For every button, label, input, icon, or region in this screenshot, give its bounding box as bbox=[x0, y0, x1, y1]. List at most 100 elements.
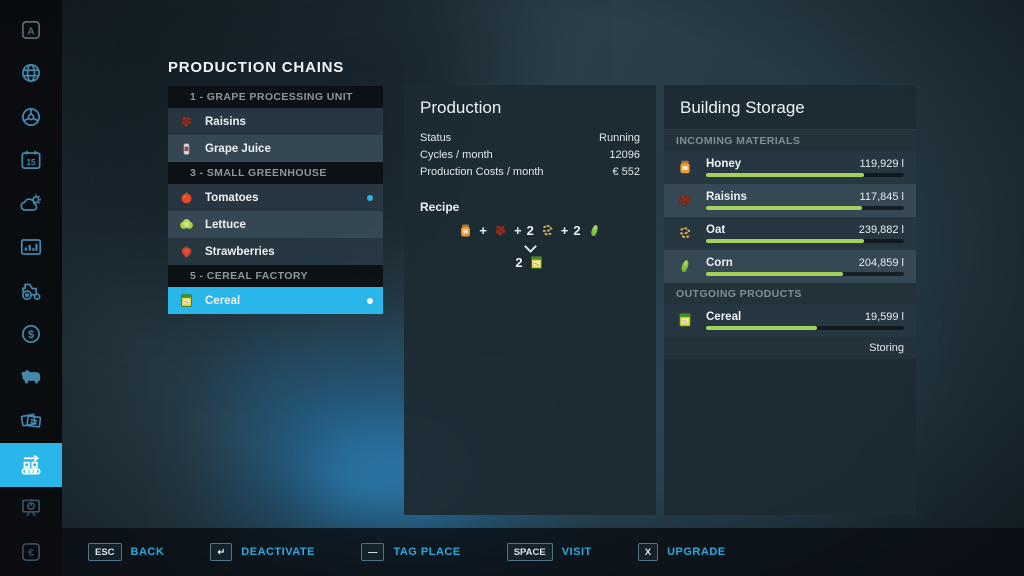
list-item-label: Grape Juice bbox=[205, 142, 271, 155]
sidebar-item-vehicles[interactable] bbox=[0, 95, 62, 139]
storage-item-amount: 204,859 l bbox=[858, 256, 904, 269]
input-quantity: 2 bbox=[573, 223, 581, 238]
cereal-icon bbox=[530, 256, 542, 269]
sidebar-item-garage[interactable] bbox=[0, 269, 62, 313]
raisins-icon bbox=[679, 193, 691, 206]
dash-key: — bbox=[360, 543, 385, 561]
outgoing-products-header: OUTGOING PRODUCTS bbox=[664, 283, 916, 304]
production-panel: Production Status Running Cycles / month… bbox=[404, 85, 656, 515]
output-mode-status: Storing bbox=[664, 337, 916, 359]
stat-value: € 552 bbox=[612, 165, 640, 178]
weather-icon bbox=[20, 193, 42, 211]
sidebar-item-animals[interactable] bbox=[0, 356, 62, 400]
stat-row-cycles: Cycles / month 12096 bbox=[404, 146, 656, 163]
plus-sign: + bbox=[560, 223, 569, 238]
stat-value: Running bbox=[599, 131, 640, 144]
stat-row-costs: Production Costs / month € 552 bbox=[404, 163, 656, 180]
cow-icon bbox=[21, 370, 41, 384]
stat-label: Production Costs / month bbox=[420, 165, 544, 178]
action-upgrade[interactable]: X UPGRADE bbox=[637, 543, 726, 561]
sidebar-item-gamepad-a[interactable] bbox=[0, 8, 62, 52]
sidebar-item-map[interactable] bbox=[0, 52, 62, 96]
action-label: TAG PLACE bbox=[393, 546, 461, 558]
sidebar-item-statistics-board[interactable] bbox=[0, 487, 62, 531]
fill-bar bbox=[706, 239, 865, 243]
storage-item-amount: 119,929 l bbox=[859, 157, 904, 170]
fill-bar-track bbox=[706, 206, 904, 210]
esc-key: ESC bbox=[88, 543, 122, 561]
hotkey-bar: ESC BACK ↵ DEACTIVATE — TAG PLACE SPACE … bbox=[62, 528, 1024, 576]
honey-icon bbox=[461, 224, 471, 237]
list-item-strawberries[interactable]: Strawberries bbox=[168, 238, 383, 265]
recipe-output: 2 bbox=[404, 254, 656, 271]
storage-item-name: Oat bbox=[706, 223, 726, 236]
list-item-raisins[interactable]: Raisins bbox=[168, 108, 383, 135]
panel-title: Building Storage bbox=[664, 85, 916, 130]
presentation-board-icon bbox=[22, 498, 40, 517]
chain-group-header: 5 - CEREAL FACTORY bbox=[168, 265, 383, 287]
page-title: PRODUCTION CHAINS bbox=[168, 59, 345, 76]
storage-row-honey: Honey 119,929 l bbox=[664, 151, 916, 184]
sidebar-item-finances[interactable] bbox=[0, 313, 62, 357]
honey-icon bbox=[680, 160, 690, 173]
statistics-icon bbox=[20, 239, 42, 256]
sidebar-item-calendar[interactable] bbox=[0, 139, 62, 183]
fill-bar-track bbox=[706, 326, 904, 330]
storage-item-amount: 19,599 l bbox=[864, 310, 904, 323]
corn-icon bbox=[679, 258, 691, 273]
dollar-coin-icon bbox=[22, 325, 40, 344]
chain-group-header: 1 - GRAPE PROCESSING UNIT bbox=[168, 86, 383, 108]
list-item-label: Tomatoes bbox=[205, 191, 259, 204]
fill-bar bbox=[706, 272, 843, 276]
cereal-icon bbox=[679, 312, 691, 327]
action-back[interactable]: ESC BACK bbox=[88, 543, 164, 561]
raisins-icon bbox=[495, 225, 506, 236]
recipe-heading: Recipe bbox=[420, 200, 460, 214]
storage-row-corn: Corn 204,859 l bbox=[664, 250, 916, 283]
sidebar-item-prices[interactable] bbox=[0, 226, 62, 270]
raisins-icon bbox=[181, 116, 192, 127]
list-item-lettuce[interactable]: Lettuce bbox=[168, 211, 383, 238]
storage-row-cereal: Cereal 19,599 l bbox=[664, 304, 916, 337]
stat-row-status: Status Running bbox=[404, 129, 656, 146]
list-item-label: Cereal bbox=[205, 294, 241, 307]
storage-item-amount: 239,882 l bbox=[858, 223, 904, 236]
incoming-materials-header: INCOMING MATERIALS bbox=[664, 130, 916, 151]
list-item-tomatoes[interactable]: Tomatoes bbox=[168, 184, 383, 211]
active-dot bbox=[367, 297, 373, 304]
action-deactivate[interactable]: ↵ DEACTIVATE bbox=[210, 543, 315, 561]
fill-bar bbox=[706, 206, 863, 210]
strawberry-icon bbox=[181, 245, 192, 258]
input-quantity: 2 bbox=[526, 223, 534, 238]
fill-bar bbox=[706, 326, 817, 330]
storage-item-name: Cereal bbox=[706, 310, 742, 323]
storage-item-name: Corn bbox=[706, 256, 733, 269]
sidebar-item-production-chains[interactable] bbox=[0, 443, 62, 487]
storage-row-oat: Oat 239,882 l bbox=[664, 217, 916, 250]
production-chain-icon bbox=[21, 454, 41, 475]
action-label: UPGRADE bbox=[667, 546, 726, 558]
active-dot bbox=[367, 194, 373, 201]
globe-icon bbox=[22, 64, 40, 83]
fill-bar-track bbox=[706, 173, 904, 177]
stat-label: Status bbox=[420, 131, 452, 144]
sidebar-item-weather[interactable] bbox=[0, 182, 62, 226]
grape-juice-icon bbox=[183, 141, 190, 155]
sidebar-item-economy[interactable] bbox=[0, 530, 62, 574]
fill-bar-track bbox=[706, 239, 904, 243]
plus-sign: + bbox=[513, 223, 522, 238]
list-item-cereal[interactable]: Cereal bbox=[168, 287, 383, 314]
list-item-label: Lettuce bbox=[205, 218, 246, 231]
enter-key: ↵ bbox=[210, 543, 233, 561]
oat-icon bbox=[679, 226, 691, 239]
list-item-grape-juice[interactable]: Grape Juice bbox=[168, 135, 383, 162]
space-key: SPACE bbox=[506, 543, 553, 561]
sidebar-item-contracts[interactable] bbox=[0, 400, 62, 444]
x-key: X bbox=[637, 543, 659, 561]
panel-title: Production bbox=[420, 98, 502, 117]
action-visit[interactable]: SPACE VISIT bbox=[506, 543, 592, 561]
tractor-icon bbox=[22, 283, 41, 300]
cards-icon bbox=[20, 413, 42, 428]
action-tag-place[interactable]: — TAG PLACE bbox=[360, 543, 461, 561]
storage-item-name: Honey bbox=[706, 157, 742, 170]
